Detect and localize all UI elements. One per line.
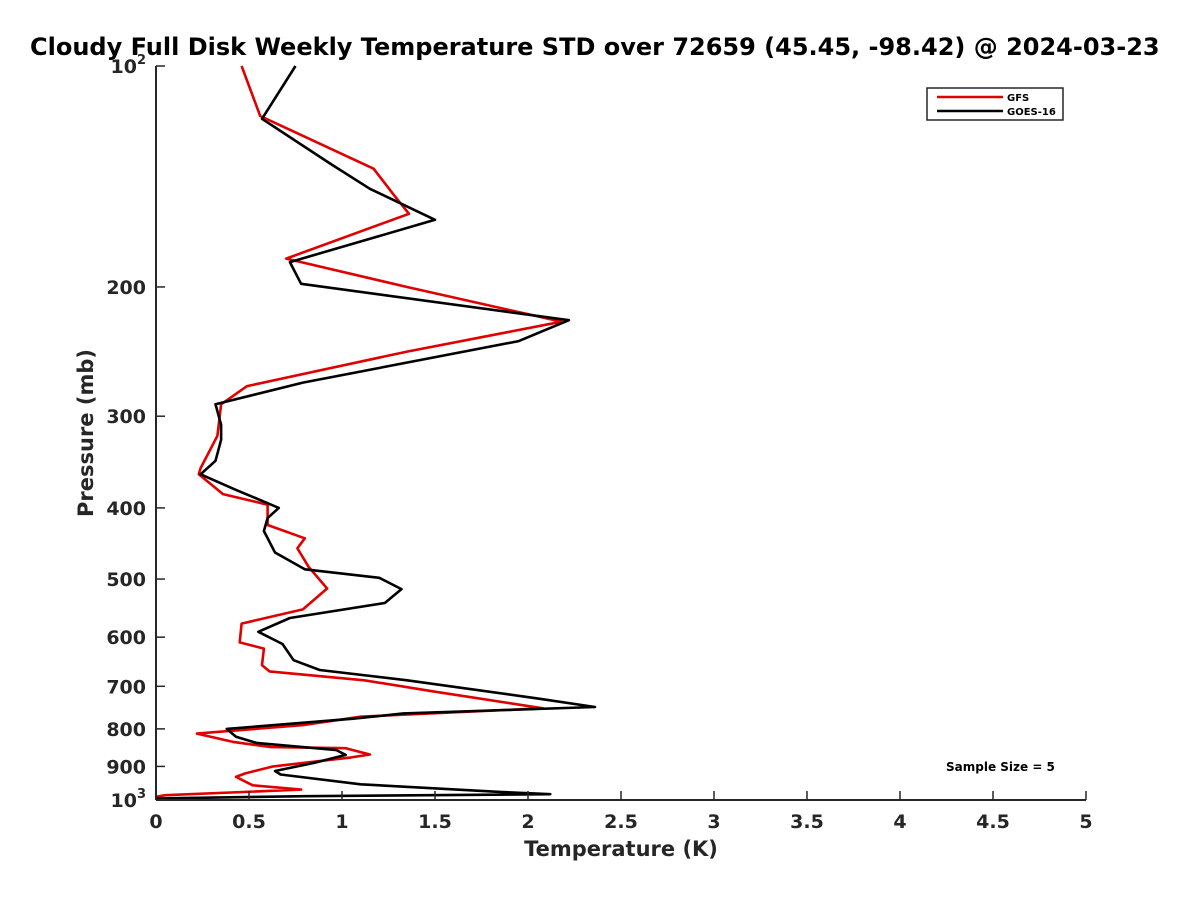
legend-label-goes16: GOES-16	[1007, 107, 1056, 118]
legend: GFS GOES-16	[926, 87, 1064, 121]
x-tick-label: 3	[707, 811, 720, 833]
sample-size-annotation: Sample Size = 5	[946, 760, 1055, 774]
x-tick-label: 2.5	[604, 811, 638, 833]
x-tick-label: 2	[521, 811, 534, 833]
x-tick-label: 0.5	[232, 811, 266, 833]
y-tick-label: 300	[106, 406, 146, 428]
x-tick-label: 3.5	[790, 811, 824, 833]
x-ticks: 0 0.5 1 1.5 2 2.5 3 3.5 4 4.5 5	[149, 791, 1093, 833]
y-tick-label: 200	[106, 277, 146, 299]
y-tick-label: 800	[106, 719, 146, 741]
x-tick-label: 0	[149, 811, 162, 833]
y-tick-label: 700	[106, 676, 146, 698]
y-tick-label: 400	[106, 498, 146, 520]
chart-title: Cloudy Full Disk Weekly Temperature STD …	[30, 33, 1160, 61]
x-tick-label: 1	[335, 811, 348, 833]
y-tick-label: 600	[106, 627, 146, 649]
series-line-gfs	[155, 65, 563, 799]
y-ticks: 102 200 300 400 500 600 700 800 900 103	[106, 53, 165, 812]
x-axis-label: Temperature (K)	[524, 837, 718, 861]
x-tick-label: 4	[893, 811, 906, 833]
y-tick-label: 500	[106, 569, 146, 591]
x-tick-label: 5	[1079, 811, 1092, 833]
y-tick-label: 103	[111, 787, 147, 812]
y-tick-label: 900	[106, 756, 146, 778]
series-layer	[155, 65, 597, 800]
x-tick-label: 1.5	[418, 811, 452, 833]
x-tick-label: 4.5	[976, 811, 1010, 833]
legend-label-gfs: GFS	[1007, 93, 1029, 104]
y-axis-label: Pressure (mb)	[74, 349, 98, 517]
series-line-goes-16	[155, 65, 597, 800]
legend-box	[926, 87, 1064, 121]
y-tick-label: 102	[111, 53, 147, 78]
